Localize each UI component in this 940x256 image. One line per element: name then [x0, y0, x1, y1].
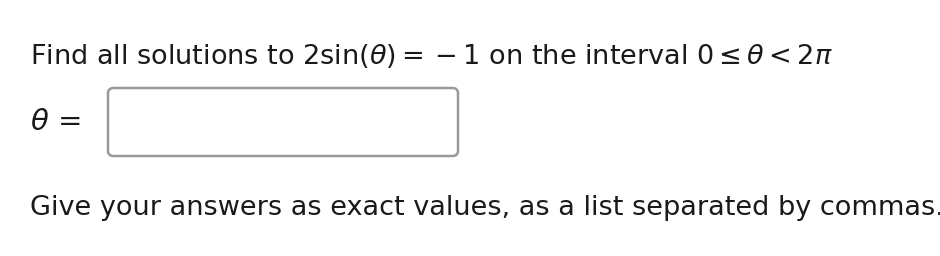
- Text: Give your answers as exact values, as a list separated by commas.: Give your answers as exact values, as a …: [30, 195, 940, 221]
- Text: Find all solutions to $2\sin(\theta) = -1$ on the interval $0 \leq \theta < 2\pi: Find all solutions to $2\sin(\theta) = -…: [30, 42, 833, 70]
- FancyBboxPatch shape: [108, 88, 458, 156]
- Text: $\theta$ =: $\theta$ =: [30, 108, 81, 136]
